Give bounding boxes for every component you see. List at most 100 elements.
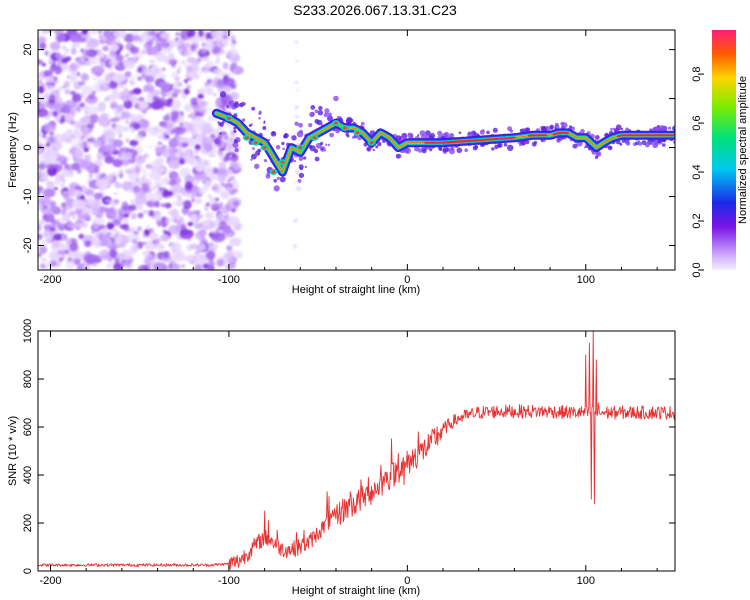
noise-blob bbox=[83, 208, 89, 213]
noise-blob bbox=[152, 197, 155, 200]
noise-blob bbox=[48, 94, 56, 105]
noise-blob bbox=[184, 62, 190, 67]
ridge-halo bbox=[321, 147, 324, 151]
ridge-halo bbox=[635, 141, 639, 146]
noise-blob bbox=[226, 245, 233, 251]
noise-blob bbox=[81, 222, 88, 228]
noise-blob bbox=[82, 48, 90, 57]
noise-blob bbox=[104, 155, 114, 164]
noise-blob bbox=[65, 48, 70, 53]
noise-blob bbox=[92, 77, 97, 81]
noise-blob bbox=[129, 46, 140, 54]
noise-blob bbox=[120, 91, 131, 102]
noise-blob bbox=[57, 250, 63, 255]
noise-blob bbox=[60, 85, 63, 90]
noise-blob bbox=[119, 242, 126, 248]
ridge-halo bbox=[668, 126, 671, 130]
noise-blob bbox=[109, 59, 120, 67]
ridge-halo bbox=[314, 156, 320, 162]
noise-blob bbox=[129, 30, 141, 35]
noise-blob bbox=[142, 199, 147, 205]
spectrogram-y-ticks: -20 -10 0 10 20 bbox=[22, 43, 675, 253]
noise-blob bbox=[38, 94, 44, 101]
noise-blob bbox=[102, 84, 109, 91]
noise-blob bbox=[121, 201, 129, 211]
noise-blob bbox=[65, 137, 72, 142]
noise-blob bbox=[38, 36, 46, 45]
noise-blob bbox=[68, 211, 75, 217]
noise-blob bbox=[224, 135, 228, 141]
noise-blob bbox=[141, 49, 148, 55]
ridge-halo bbox=[497, 142, 503, 148]
ridge-halo bbox=[397, 154, 402, 158]
ridge-halo bbox=[492, 127, 498, 133]
noise-blob bbox=[161, 189, 170, 198]
noise-blob bbox=[55, 52, 62, 60]
noise-blob bbox=[209, 196, 216, 203]
noise-blob bbox=[60, 63, 69, 71]
noise-blob bbox=[138, 67, 142, 72]
ridge-halo bbox=[323, 112, 329, 118]
colorbar-label: Normalized spectral amplitude bbox=[737, 76, 749, 224]
spectrogram-x-tick-label: -100 bbox=[218, 274, 240, 286]
noise-blob bbox=[229, 261, 236, 270]
noise-blob bbox=[174, 218, 178, 223]
ridge-blob-core bbox=[262, 146, 267, 150]
noise-blob bbox=[38, 252, 42, 258]
ridge-halo bbox=[509, 129, 513, 133]
noise-blob bbox=[201, 56, 210, 62]
noise-blob bbox=[149, 59, 155, 64]
noise-blob bbox=[180, 223, 187, 230]
figure-title: S233.2026.067.13.31.C23 bbox=[293, 2, 457, 18]
noise-blob bbox=[56, 160, 62, 165]
spectrogram-x-tick-label: 0 bbox=[404, 274, 410, 286]
noise-blob bbox=[155, 52, 167, 62]
ridge-halo bbox=[299, 167, 303, 171]
noise-blob bbox=[295, 59, 299, 63]
noise-blob bbox=[122, 125, 129, 132]
ridge-blob-core bbox=[334, 121, 338, 125]
noise-blob bbox=[59, 176, 64, 182]
noise-blob bbox=[62, 46, 67, 51]
noise-blob bbox=[192, 64, 200, 73]
noise-blob bbox=[172, 252, 182, 262]
ridge-halo bbox=[310, 105, 316, 110]
noise-blob bbox=[82, 126, 89, 136]
noise-blob bbox=[88, 30, 99, 35]
ridge-halo bbox=[254, 151, 260, 157]
noise-blob bbox=[149, 170, 163, 180]
noise-blob bbox=[95, 178, 109, 188]
noise-blob bbox=[102, 253, 111, 261]
noise-blob bbox=[229, 237, 242, 247]
noise-blob bbox=[43, 258, 48, 263]
noise-blob bbox=[197, 100, 209, 108]
ridge-halo bbox=[624, 140, 630, 145]
noise-blob bbox=[73, 129, 81, 139]
noise-blob bbox=[118, 132, 123, 139]
noise-blob bbox=[123, 87, 129, 94]
noise-blob bbox=[71, 239, 74, 243]
noise-blob bbox=[216, 261, 224, 267]
noise-blob bbox=[201, 220, 210, 227]
spectrogram-ridge bbox=[211, 90, 675, 192]
noise-blob bbox=[50, 140, 63, 151]
noise-blob bbox=[136, 117, 141, 123]
noise-blob bbox=[38, 163, 46, 170]
noise-blob bbox=[62, 190, 66, 195]
noise-blob bbox=[179, 229, 194, 240]
ridge-halo bbox=[318, 105, 323, 111]
noise-blob bbox=[114, 124, 123, 134]
noise-blob bbox=[145, 68, 156, 77]
snr-x-ticks: -200 -100 0 100 bbox=[39, 331, 658, 587]
noise-blob bbox=[138, 96, 145, 102]
noise-blob bbox=[148, 210, 155, 217]
noise-blob bbox=[294, 40, 298, 44]
noise-blob bbox=[154, 178, 165, 188]
colorbar-tick-label: 0.4 bbox=[691, 164, 703, 179]
ridge-halo bbox=[621, 138, 626, 143]
noise-blob bbox=[81, 212, 91, 221]
noise-blob bbox=[93, 166, 100, 174]
ridge-halo bbox=[429, 132, 436, 139]
noise-blob bbox=[114, 192, 118, 196]
